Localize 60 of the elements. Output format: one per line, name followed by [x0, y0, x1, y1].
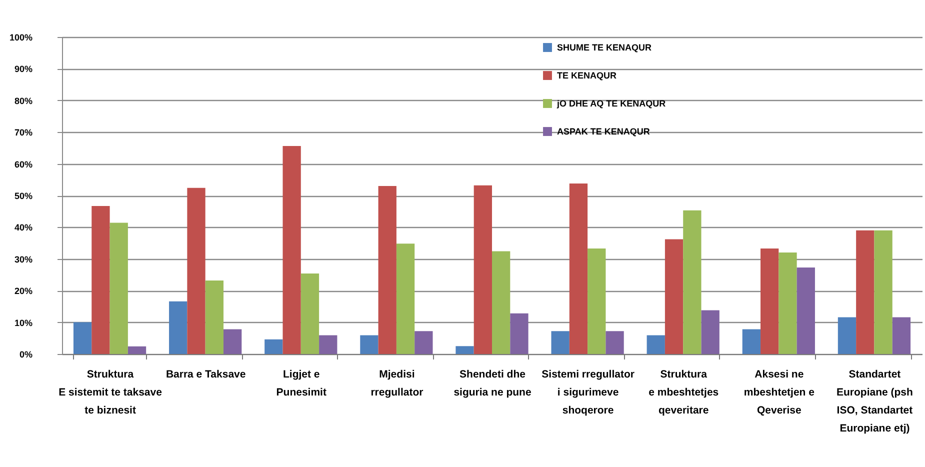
bar — [606, 331, 624, 354]
bar — [742, 329, 761, 354]
y-tick-label: 60% — [14, 159, 32, 170]
bar — [892, 317, 911, 354]
y-tick-label: 10% — [14, 318, 32, 328]
x-tick-label: Shendeti dhe siguria ne pune — [454, 368, 532, 398]
legend-label: jO DHE AQ TE KENAQUR — [556, 98, 666, 108]
bar — [169, 301, 188, 354]
bar — [569, 183, 588, 354]
x-tick-label: Standartet Europiane (psh ISO, Standartet Europiane etj) — [836, 368, 914, 434]
bar — [646, 335, 665, 354]
y-tick-label: 80% — [14, 96, 32, 106]
bar — [300, 273, 320, 354]
legend-label: ASPAK TE KENAQUR — [557, 126, 650, 136]
x-tick-label: Barra e Taksave — [166, 368, 246, 380]
legend-label: TE KENAQUR — [557, 70, 617, 80]
bar — [205, 280, 224, 354]
y-tick-label: 50% — [14, 191, 32, 201]
y-tick-label: 30% — [14, 254, 32, 264]
legend-label: SHUME TE KENAQUR — [557, 42, 652, 52]
x-tick-label: Struktura e mbeshtetjes qeveritare — [648, 368, 719, 416]
bar — [319, 335, 338, 354]
bar — [187, 188, 206, 354]
y-tick-label: 40% — [14, 222, 32, 233]
bar — [492, 251, 510, 354]
bar — [796, 267, 815, 354]
bar — [874, 230, 892, 354]
bar — [128, 346, 146, 354]
y-tick-label: 20% — [14, 286, 32, 296]
x-tick-label: Sistemi rregullator i sigurimeve shoqerore — [542, 368, 634, 416]
x-tick-label: Ligjet e Punesimit — [276, 368, 327, 398]
bar — [701, 310, 720, 354]
bar — [360, 335, 378, 354]
bar — [73, 322, 92, 354]
bar — [474, 185, 492, 354]
bar — [778, 252, 797, 354]
y-tick-label: 90% — [14, 64, 32, 74]
bar — [838, 317, 856, 354]
bar — [856, 230, 874, 354]
bar — [588, 248, 606, 354]
x-tick-label: Mjedisi rregullator — [370, 368, 424, 398]
x-tick-label: Aksesi ne mbeshtetjen e Qeverise — [744, 368, 815, 416]
bar — [264, 339, 283, 354]
y-tick-label: 70% — [14, 128, 32, 138]
bar — [414, 331, 433, 354]
bar — [223, 329, 242, 354]
bar — [378, 186, 396, 354]
x-tick-label: Struktura E sistemit te taksave te biznesit — [58, 368, 162, 416]
bar — [760, 248, 779, 354]
bar — [110, 222, 128, 354]
bar — [282, 146, 301, 354]
bar — [664, 239, 684, 354]
bar — [92, 206, 110, 354]
y-tick-label: 0% — [19, 350, 32, 360]
y-tick-label: 100% — [9, 32, 32, 42]
bar — [551, 331, 570, 354]
bar — [510, 313, 528, 354]
bar — [683, 210, 702, 354]
bar — [396, 244, 415, 354]
bar — [456, 346, 474, 354]
